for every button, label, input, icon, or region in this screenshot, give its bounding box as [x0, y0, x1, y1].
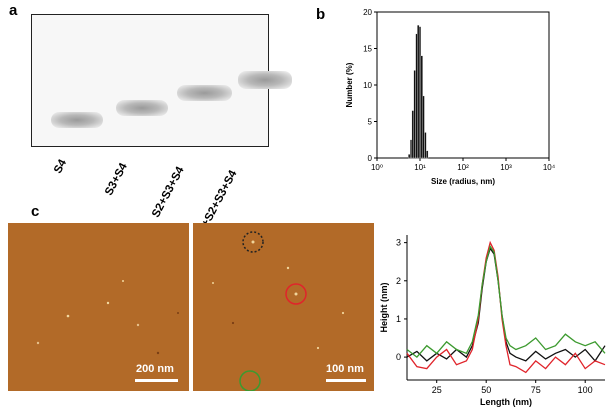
- x-tick-label: 10⁴: [543, 163, 556, 172]
- x-tick-label: 75: [531, 385, 541, 395]
- gel-band-lane-4: [238, 71, 292, 89]
- histogram-bar: [418, 26, 422, 159]
- histogram-bar: [410, 139, 413, 159]
- histogram-bar: [413, 70, 416, 159]
- x-tick-label: 10⁰: [371, 163, 383, 172]
- scale-bar-label-right: 100 nm: [326, 363, 364, 375]
- panel-label-b: b: [316, 6, 326, 23]
- y-tick-label: 5: [368, 118, 373, 127]
- x-tick-label: 10²: [457, 163, 469, 172]
- highlight-circle-red: [285, 283, 307, 305]
- afm-image-zoom-scan: 100 nm: [193, 223, 374, 391]
- x-tick-label: 10³: [500, 163, 512, 172]
- lane-label-s2-s3-s4: S2+S3+S4: [150, 164, 187, 220]
- afm-image-large-scan: 200 nm: [8, 223, 189, 391]
- lane-label-s4: S4: [52, 157, 70, 176]
- y-axis-label: Height (nm): [379, 283, 389, 333]
- histogram-bar: [417, 24, 420, 159]
- x-tick-label: 50: [481, 385, 491, 395]
- height-profile-chart: 0 1 2 3 25 50 75 100 Length (nm) Height (nm): [379, 235, 606, 407]
- x-tick-label: 25: [432, 385, 442, 395]
- histogram-bar: [408, 154, 411, 159]
- scale-bar-right: [326, 379, 366, 382]
- dls-histogram: 0 5 10 15 20 10⁰ 10¹ 10² 10³ 10⁴ Size (radius, nm)…: [345, 8, 556, 186]
- histogram-bar: [424, 132, 427, 159]
- x-axis-label: Length (nm): [480, 397, 532, 407]
- y-tick-label: 3: [396, 238, 401, 248]
- y-tick-label: 20: [363, 8, 372, 17]
- profile-line-3: [406, 244, 606, 358]
- gel-band-lane-2: [116, 100, 168, 116]
- histogram-bar: [420, 55, 423, 159]
- histogram-bar: [422, 95, 425, 159]
- highlight-circle-green: [239, 370, 261, 391]
- panel-label-a: a: [9, 2, 18, 19]
- gel-band-lane-1: [51, 112, 103, 128]
- x-tick-label: 10¹: [414, 163, 426, 172]
- gel-image: [31, 14, 292, 147]
- lane-label-s3-s4: S3+S4: [103, 161, 130, 198]
- y-tick-label: 0: [396, 352, 401, 362]
- y-tick-label: 0: [368, 154, 373, 163]
- plot-frame: [376, 11, 550, 159]
- gel-band-lane-3: [177, 85, 232, 101]
- histogram-bar: [426, 150, 429, 159]
- scale-bar-left: [135, 379, 178, 382]
- scale-bar-label-left: 200 nm: [136, 363, 174, 375]
- x-tick-label: 100: [578, 385, 593, 395]
- x-axis-label: Size (radius, nm): [431, 177, 495, 186]
- histogram-bar: [411, 110, 414, 159]
- y-tick-label: 1: [396, 314, 401, 324]
- histogram-bar: [415, 33, 418, 159]
- y-tick-label: 15: [363, 45, 372, 54]
- y-tick-label: 10: [363, 81, 372, 90]
- y-tick-label: 2: [396, 276, 401, 286]
- y-axis-label: Number (%): [345, 62, 354, 107]
- panel-label-c: c: [31, 203, 40, 220]
- highlight-circle-black: [242, 231, 264, 253]
